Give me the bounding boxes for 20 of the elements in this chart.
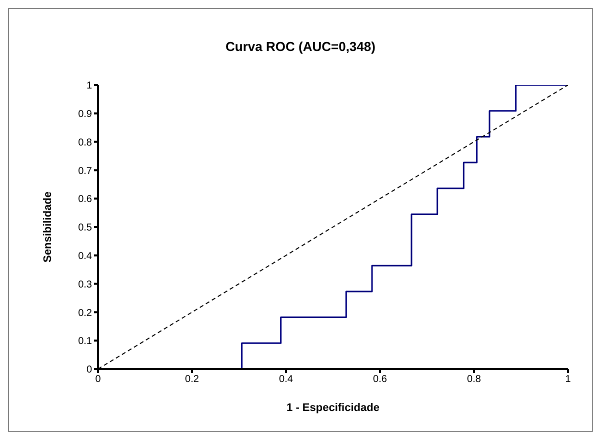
x-axis-title: 1 - Especificidade xyxy=(286,402,380,414)
x-tick-label: 1 xyxy=(565,374,572,386)
chart-title: Curva ROC (AUC=0,348) xyxy=(224,39,376,54)
y-tick-label: 0.3 xyxy=(78,279,92,290)
y-tick-label: 0.2 xyxy=(78,308,92,319)
x-tick-label: 0.6 xyxy=(373,374,388,386)
y-tick-label: 0.7 xyxy=(78,166,92,177)
y-tick-label: 1 xyxy=(86,80,92,92)
x-tick-label: 0.4 xyxy=(279,374,294,386)
y-tick-label: 0.4 xyxy=(78,250,92,262)
y-tick-label: 0.6 xyxy=(78,194,92,206)
x-tick-label: 0.8 xyxy=(467,374,482,386)
x-tick-label: 0 xyxy=(95,374,102,386)
y-tick-label: 0.9 xyxy=(78,108,92,120)
y-tick-label: 0.8 xyxy=(78,137,92,148)
y-axis-title: Sensibilidade xyxy=(42,192,54,262)
x-tick-label: 0.2 xyxy=(185,374,200,386)
y-tick-label: 0 xyxy=(86,364,92,376)
y-tick-label: 0.5 xyxy=(78,222,92,234)
y-tick-label: 0.1 xyxy=(78,336,92,348)
